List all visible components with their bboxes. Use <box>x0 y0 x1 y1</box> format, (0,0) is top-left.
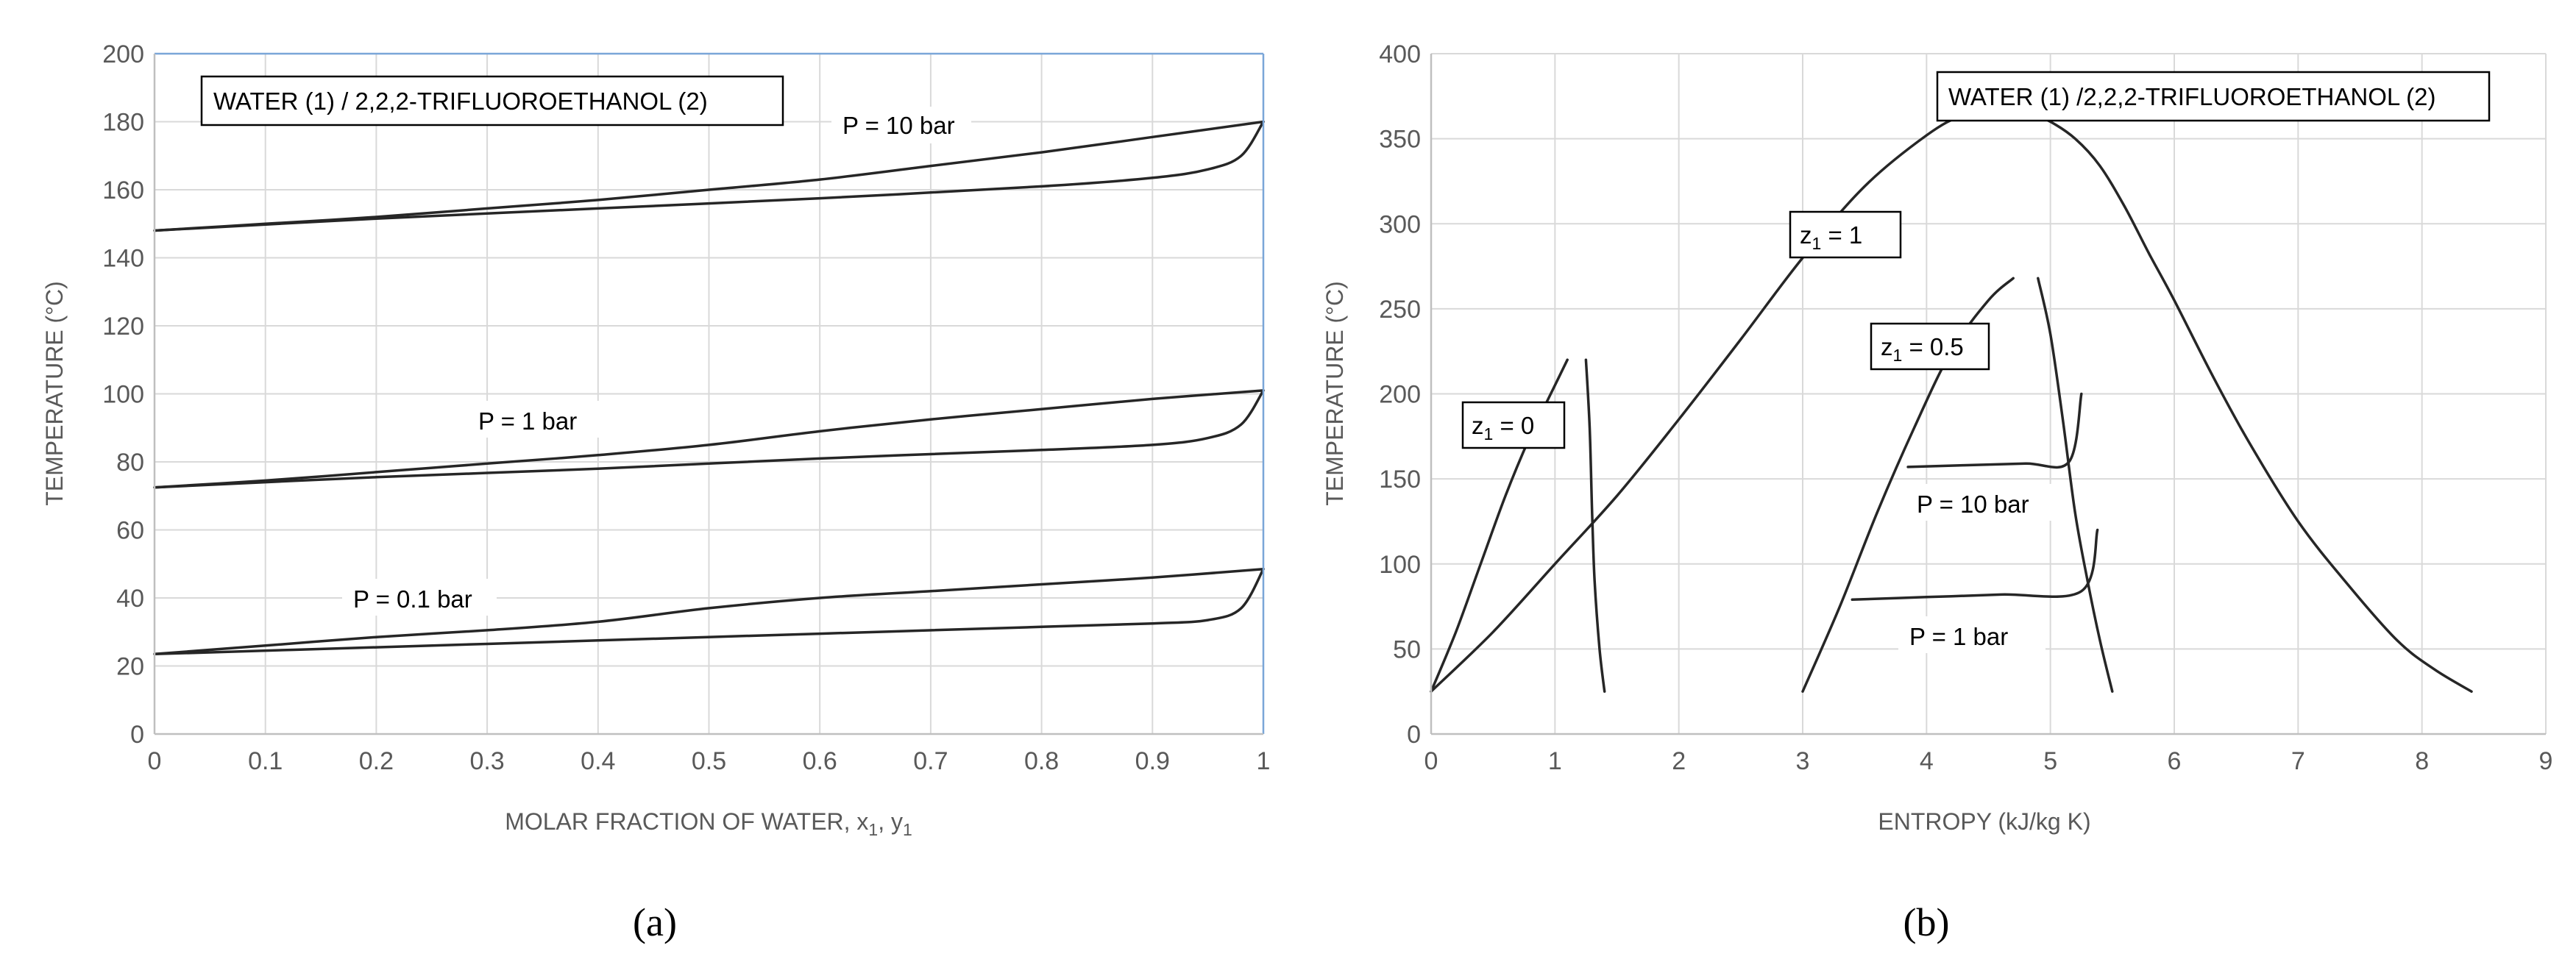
b-y-tick-label-4: 200 <box>1379 381 1421 409</box>
b-y-tick-label-1: 50 <box>1393 635 1421 663</box>
a-annotation-bg-10bar <box>831 107 971 143</box>
a-series-line-4 <box>153 567 1265 656</box>
b-annotation-1bar: P = 1 bar <box>1909 623 2008 650</box>
b-annotation-z05-sub: 1 <box>1893 346 1903 365</box>
a-x-tick-label-4: 0.4 <box>581 747 615 775</box>
b-x-tick-label-6: 6 <box>2168 747 2182 775</box>
b-x-tick-label-7: 7 <box>2291 747 2305 775</box>
a-y-tick-label-7: 140 <box>102 245 144 273</box>
a-y-tick-label-4: 80 <box>116 449 144 477</box>
a-y-axis-title: TEMPERATURE (°C) <box>41 281 68 506</box>
a-series-line-3 <box>153 389 1265 489</box>
a-annotation-10bar: P = 10 bar <box>842 112 955 139</box>
b-x-axis-title: ENTROPY (kJ/kg K) <box>1878 808 2090 835</box>
b-annotation-box-z0 <box>1461 401 1566 449</box>
a-x-tick-label-8: 0.8 <box>1024 747 1059 775</box>
b-title-box <box>1936 71 2491 122</box>
b-annotation-z0-rest: = 0 <box>1493 412 1534 439</box>
a-chart-title: WATER (1) / 2,2,2-TRIFLUOROETHANOL (2) <box>213 88 708 115</box>
b-annotation-z0-sub: 1 <box>1484 424 1494 443</box>
b-y-tick-label-6: 300 <box>1379 210 1421 238</box>
b-series-line-6 <box>1851 528 2099 602</box>
a-annotation-bg-1bar <box>467 401 600 438</box>
a-panel-label: (a) <box>633 900 677 944</box>
b-x-tick-label-4: 4 <box>1920 747 1934 775</box>
b-y-tick-label-0: 0 <box>1407 721 1421 749</box>
a-y-tick-label-6: 120 <box>102 313 144 341</box>
b-y-tick-label-3: 150 <box>1379 466 1421 494</box>
a-x-tick-label-0: 0 <box>148 747 162 775</box>
a-series-line-2 <box>153 389 1265 489</box>
a-y-tick-label-5: 100 <box>102 381 144 409</box>
a-x-tick-label-7: 0.7 <box>913 747 948 775</box>
b-chart-title: WATER (1) /2,2,2-TRIFLUOROETHANOL (2) <box>1948 83 2436 110</box>
b-series-line-1 <box>1430 358 1569 693</box>
a-tick-labels: 0 20 40 60 80 100 120 140 160 180 200 0 0.1 0.2 0.3 0.4… <box>102 40 1270 775</box>
b-annotation-z1-eq-0: z1 = 0 <box>1472 412 1534 443</box>
b-x-tick-label-0: 0 <box>1424 747 1438 775</box>
b-x-tick-label-8: 8 <box>2415 747 2429 775</box>
b-annotation-z05-rest: = 0.5 <box>1902 333 1963 360</box>
a-series-lines <box>153 120 1265 656</box>
b-annotation-10bar: P = 10 bar <box>1917 491 2029 518</box>
a-x-axis-title-part2: , y <box>878 808 903 835</box>
b-y-tick-label-2: 100 <box>1379 551 1421 579</box>
b-x-tick-label-1: 1 <box>1548 747 1562 775</box>
b-annotation-z1-sub: 1 <box>1812 234 1822 253</box>
b-annotation-z1-main: z <box>1800 221 1812 249</box>
a-y-tick-label-10: 200 <box>102 40 144 68</box>
b-series-line-5 <box>1906 392 2083 469</box>
b-gridlines <box>1431 53 2547 734</box>
b-y-tick-label-5: 250 <box>1379 296 1421 324</box>
a-y-tick-label-3: 60 <box>116 517 144 545</box>
b-annotation-z05-main: z <box>1881 333 1893 360</box>
a-x-tick-label-9: 0.9 <box>1135 747 1170 775</box>
b-annotation-z1-eq-1: z1 = 1 <box>1800 221 1862 253</box>
a-x-tick-label-3: 0.3 <box>469 747 504 775</box>
a-x-tick-label-6: 0.6 <box>803 747 837 775</box>
a-series-line-1 <box>153 120 1265 232</box>
b-annotation-bg-10bar <box>1906 484 2060 521</box>
b-y-tick-label-7: 350 <box>1379 126 1421 154</box>
a-annotation-01bar: P = 0.1 bar <box>353 585 472 613</box>
a-y-tick-label-1: 20 <box>116 653 144 681</box>
a-x-tick-label-10: 1 <box>1257 747 1271 775</box>
b-y-tick-label-8: 400 <box>1379 40 1421 68</box>
b-annotation-box-z05 <box>1870 322 1990 371</box>
chart-panel-a: 0 20 40 60 80 100 120 140 160 180 200 0 0.1 0.2 0.3 0.4… <box>41 40 1270 944</box>
b-series-line-3 <box>1801 277 2015 693</box>
b-annotation-box-z1 <box>1789 210 1902 259</box>
b-annotation-z1-eq-05: z1 = 0.5 <box>1881 333 1964 365</box>
b-x-tick-label-2: 2 <box>1672 747 1686 775</box>
a-x-axis-title-sub2: 1 <box>903 820 912 839</box>
b-y-axis-title: TEMPERATURE (°C) <box>1321 281 1348 506</box>
b-tick-labels: 0 50 100 150 200 250 300 350 400 0 1 2 3 4 5 6 7 8 9 <box>1379 40 2552 775</box>
a-series-line-5 <box>153 567 1265 656</box>
b-x-tick-label-9: 9 <box>2539 747 2553 775</box>
b-annotation-bg-1bar <box>1898 616 2045 653</box>
a-y-tick-label-0: 0 <box>130 721 144 749</box>
a-annotation-1bar: P = 1 bar <box>478 407 577 435</box>
b-series-line-2 <box>1584 358 1606 693</box>
a-y-tick-label-8: 160 <box>102 177 144 204</box>
a-y-tick-label-2: 40 <box>116 585 144 613</box>
a-y-tick-label-9: 180 <box>102 109 144 137</box>
b-series-line-4 <box>2037 277 2114 693</box>
a-x-tick-label-1: 0.1 <box>248 747 283 775</box>
a-title-box <box>200 75 784 127</box>
a-x-tick-label-5: 0.5 <box>692 747 726 775</box>
a-x-axis-title-sub1: 1 <box>868 820 878 839</box>
b-panel-label: (b) <box>1903 900 1950 944</box>
b-annotation-z0-main: z <box>1472 412 1484 439</box>
b-x-tick-label-5: 5 <box>2043 747 2057 775</box>
b-x-tick-label-3: 3 <box>1796 747 1810 775</box>
a-x-axis-title-part1: MOLAR FRACTION OF WATER, x <box>505 808 868 835</box>
chart-panel-b: 0 50 100 150 200 250 300 350 400 0 1 2 3 4 5 6 7 8 9 WATER… <box>1321 40 2552 944</box>
b-annotation-z1-rest: = 1 <box>1821 221 1862 249</box>
a-x-axis-title: MOLAR FRACTION OF WATER, x1, y1 <box>505 808 912 839</box>
a-annotation-bg-01bar <box>342 579 497 616</box>
a-x-tick-label-2: 0.2 <box>359 747 394 775</box>
